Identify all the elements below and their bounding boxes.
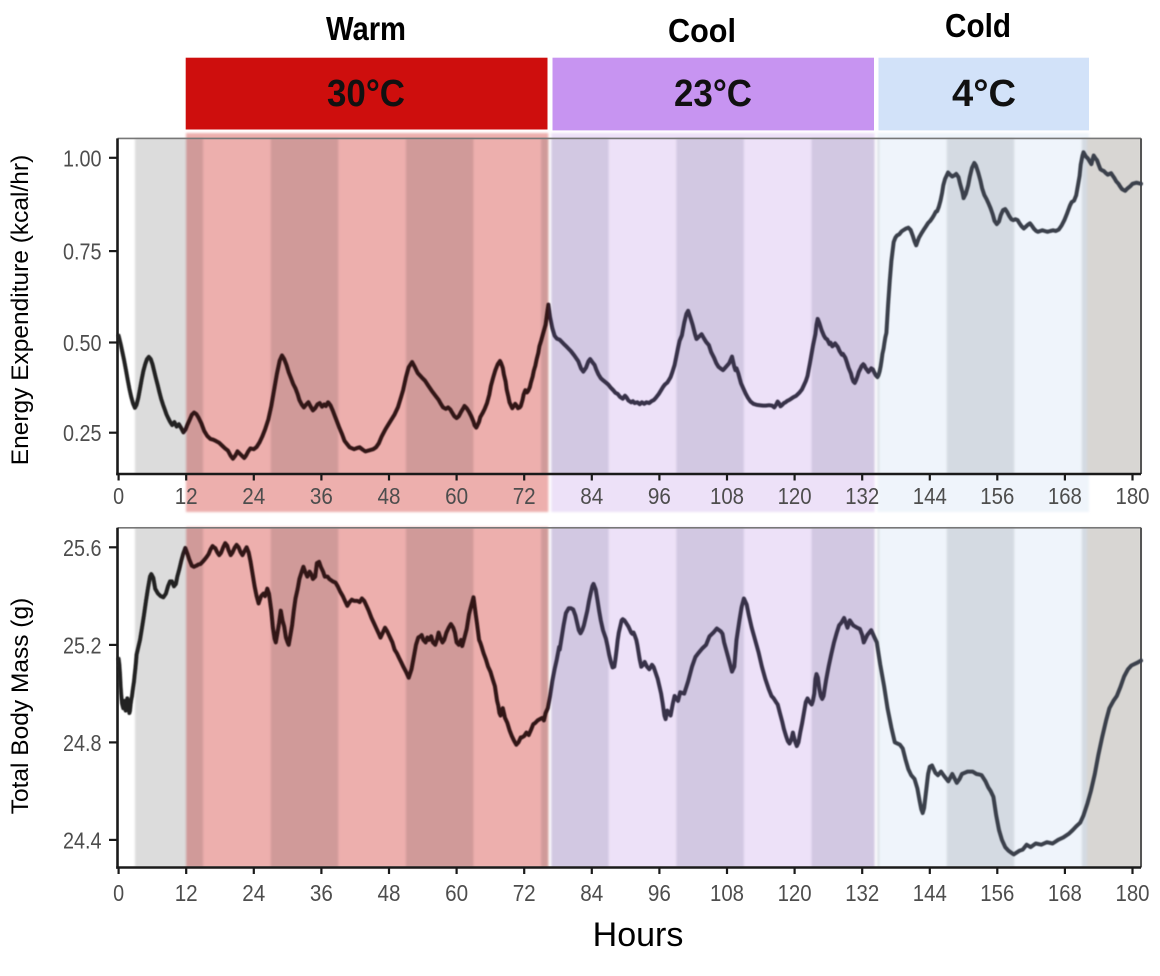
svg-text:72: 72 <box>513 880 536 906</box>
svg-text:Cool: Cool <box>668 12 736 49</box>
svg-text:0: 0 <box>113 483 124 509</box>
svg-text:168: 168 <box>1048 880 1082 906</box>
svg-text:132: 132 <box>845 483 879 509</box>
svg-text:84: 84 <box>580 483 603 509</box>
svg-text:24: 24 <box>242 880 265 906</box>
svg-text:Hours: Hours <box>593 916 684 954</box>
svg-text:132: 132 <box>845 880 879 906</box>
svg-text:96: 96 <box>648 880 671 906</box>
svg-text:25.2: 25.2 <box>63 632 102 658</box>
svg-text:4°C: 4°C <box>952 73 1016 115</box>
svg-text:30°C: 30°C <box>327 73 405 115</box>
svg-text:12: 12 <box>175 880 198 906</box>
svg-text:Total Body Mass (g): Total Body Mass (g) <box>7 598 34 815</box>
svg-text:0: 0 <box>113 880 124 906</box>
svg-text:36: 36 <box>310 483 333 509</box>
svg-text:12: 12 <box>175 483 198 509</box>
svg-text:180: 180 <box>1116 880 1150 906</box>
svg-text:84: 84 <box>580 880 603 906</box>
svg-text:36: 36 <box>310 880 333 906</box>
svg-text:24.4: 24.4 <box>63 827 102 853</box>
svg-text:108: 108 <box>710 880 744 906</box>
svg-text:72: 72 <box>513 483 536 509</box>
svg-text:120: 120 <box>778 483 812 509</box>
svg-text:Cold: Cold <box>945 7 1011 44</box>
svg-text:24.8: 24.8 <box>63 730 102 756</box>
svg-text:156: 156 <box>980 483 1014 509</box>
svg-text:48: 48 <box>378 880 401 906</box>
svg-text:0.50: 0.50 <box>63 330 102 356</box>
svg-text:156: 156 <box>980 880 1014 906</box>
svg-text:120: 120 <box>778 880 812 906</box>
svg-text:144: 144 <box>913 483 947 509</box>
svg-text:0.75: 0.75 <box>63 239 102 265</box>
svg-text:168: 168 <box>1048 483 1082 509</box>
svg-text:180: 180 <box>1116 483 1150 509</box>
svg-text:Warm: Warm <box>326 10 406 47</box>
svg-text:144: 144 <box>913 880 947 906</box>
svg-text:0.25: 0.25 <box>63 420 102 446</box>
svg-text:24: 24 <box>242 483 265 509</box>
svg-text:23°C: 23°C <box>674 73 752 115</box>
svg-text:96: 96 <box>648 483 671 509</box>
svg-text:25.6: 25.6 <box>63 535 102 561</box>
svg-text:60: 60 <box>445 880 468 906</box>
svg-text:1.00: 1.00 <box>63 145 102 171</box>
svg-text:48: 48 <box>378 483 401 509</box>
svg-text:Energy Expenditure (kcal/hr): Energy Expenditure (kcal/hr) <box>7 155 34 465</box>
svg-text:108: 108 <box>710 483 744 509</box>
svg-text:60: 60 <box>445 483 468 509</box>
